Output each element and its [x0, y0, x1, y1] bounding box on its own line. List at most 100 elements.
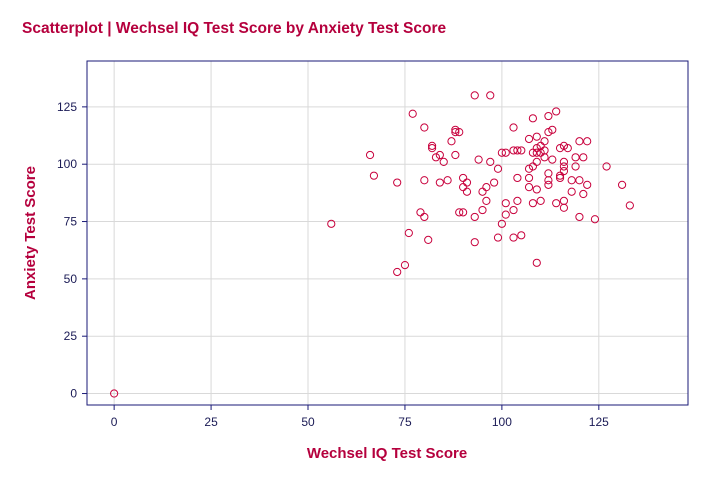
- data-point: [497, 148, 506, 157]
- data-point: [478, 187, 487, 196]
- data-point: [524, 183, 534, 192]
- data-point: [478, 205, 487, 215]
- x-tick-label: 100: [492, 415, 512, 429]
- data-point: [559, 196, 569, 205]
- data-point: [486, 91, 495, 100]
- data-point: [524, 134, 534, 144]
- data-point: [420, 176, 429, 185]
- y-axis-title: Anxiety Test Score: [22, 166, 39, 300]
- y-tick-label: 75: [64, 215, 78, 229]
- data-point: [590, 215, 600, 224]
- data-point: [513, 146, 522, 155]
- data-point: [427, 141, 437, 150]
- data-point: [552, 107, 561, 116]
- data-point: [559, 203, 569, 212]
- data-point: [528, 114, 538, 123]
- data-point: [424, 235, 433, 244]
- data-point: [369, 171, 379, 180]
- data-point: [544, 180, 553, 189]
- x-axis-title: Wechsel IQ Test Score: [307, 445, 467, 462]
- data-point: [365, 150, 375, 160]
- data-point: [486, 157, 495, 167]
- data-point: [532, 258, 541, 267]
- data-point: [540, 153, 549, 162]
- data-point: [497, 219, 506, 228]
- data-point: [443, 176, 452, 185]
- data-point: [532, 132, 541, 141]
- data-point: [493, 164, 503, 173]
- data-point: [110, 389, 119, 398]
- data-point: [447, 137, 456, 146]
- chart-title: Scatterplot | Wechsel IQ Test Score by A…: [22, 20, 447, 37]
- data-point: [435, 178, 444, 187]
- data-point: [451, 150, 460, 160]
- data-point: [462, 187, 472, 196]
- data-point: [532, 148, 541, 157]
- data-point: [509, 233, 518, 242]
- data-point: [420, 123, 429, 132]
- y-tick-label: 25: [64, 329, 78, 343]
- data-point: [470, 91, 479, 100]
- data-point: [482, 183, 491, 192]
- data-point: [509, 205, 518, 215]
- data-point: [493, 233, 503, 242]
- data-point: [583, 180, 592, 189]
- data-point: [501, 148, 510, 157]
- data-point: [544, 111, 553, 121]
- data-point: [451, 127, 460, 137]
- data-point: [327, 219, 336, 228]
- data-point: [482, 196, 491, 205]
- data-point: [459, 173, 468, 183]
- data-point: [559, 157, 569, 167]
- data-point: [517, 231, 526, 240]
- data-point: [567, 176, 576, 185]
- data-point: [540, 137, 549, 146]
- data-point: [404, 228, 413, 238]
- y-tick-label: 100: [57, 157, 77, 171]
- data-points: [110, 91, 634, 398]
- data-point: [490, 178, 499, 187]
- data-point: [575, 137, 584, 146]
- data-point: [555, 173, 565, 183]
- data-point: [536, 196, 545, 205]
- data-point: [474, 155, 483, 164]
- x-tick-label: 50: [301, 415, 315, 429]
- data-point: [455, 127, 464, 137]
- data-point: [528, 199, 538, 208]
- data-point: [617, 180, 627, 189]
- data-point: [416, 208, 425, 217]
- data-point: [513, 173, 522, 183]
- data-point: [602, 162, 611, 171]
- data-point: [400, 261, 410, 270]
- data-point: [459, 208, 468, 217]
- data-point: [548, 125, 557, 134]
- data-point: [427, 144, 437, 153]
- data-point: [571, 162, 580, 171]
- data-point: [552, 199, 561, 208]
- data-point: [420, 212, 429, 222]
- x-tick-label: 125: [589, 415, 609, 429]
- data-point: [455, 208, 464, 217]
- data-point: [524, 173, 534, 183]
- data-point: [509, 123, 518, 132]
- data-point: [583, 137, 592, 146]
- data-point: [517, 146, 526, 155]
- data-point: [559, 166, 569, 176]
- data-point: [408, 109, 417, 118]
- data-point: [462, 178, 472, 187]
- data-point: [563, 144, 572, 153]
- data-point: [470, 212, 479, 222]
- y-tick-label: 50: [64, 272, 78, 286]
- data-point: [575, 212, 584, 222]
- y-tick-label: 0: [70, 387, 77, 401]
- grid-lines: [87, 61, 688, 405]
- plot-area-frame: [86, 60, 689, 406]
- data-point: [544, 169, 553, 178]
- data-point: [625, 201, 634, 210]
- data-point: [513, 196, 522, 205]
- data-point: [575, 176, 584, 185]
- axis-ticks: 0 25 50 75 100 125 0 25 50 75 100 125: [57, 100, 609, 429]
- data-point: [548, 155, 557, 164]
- data-point: [571, 153, 580, 162]
